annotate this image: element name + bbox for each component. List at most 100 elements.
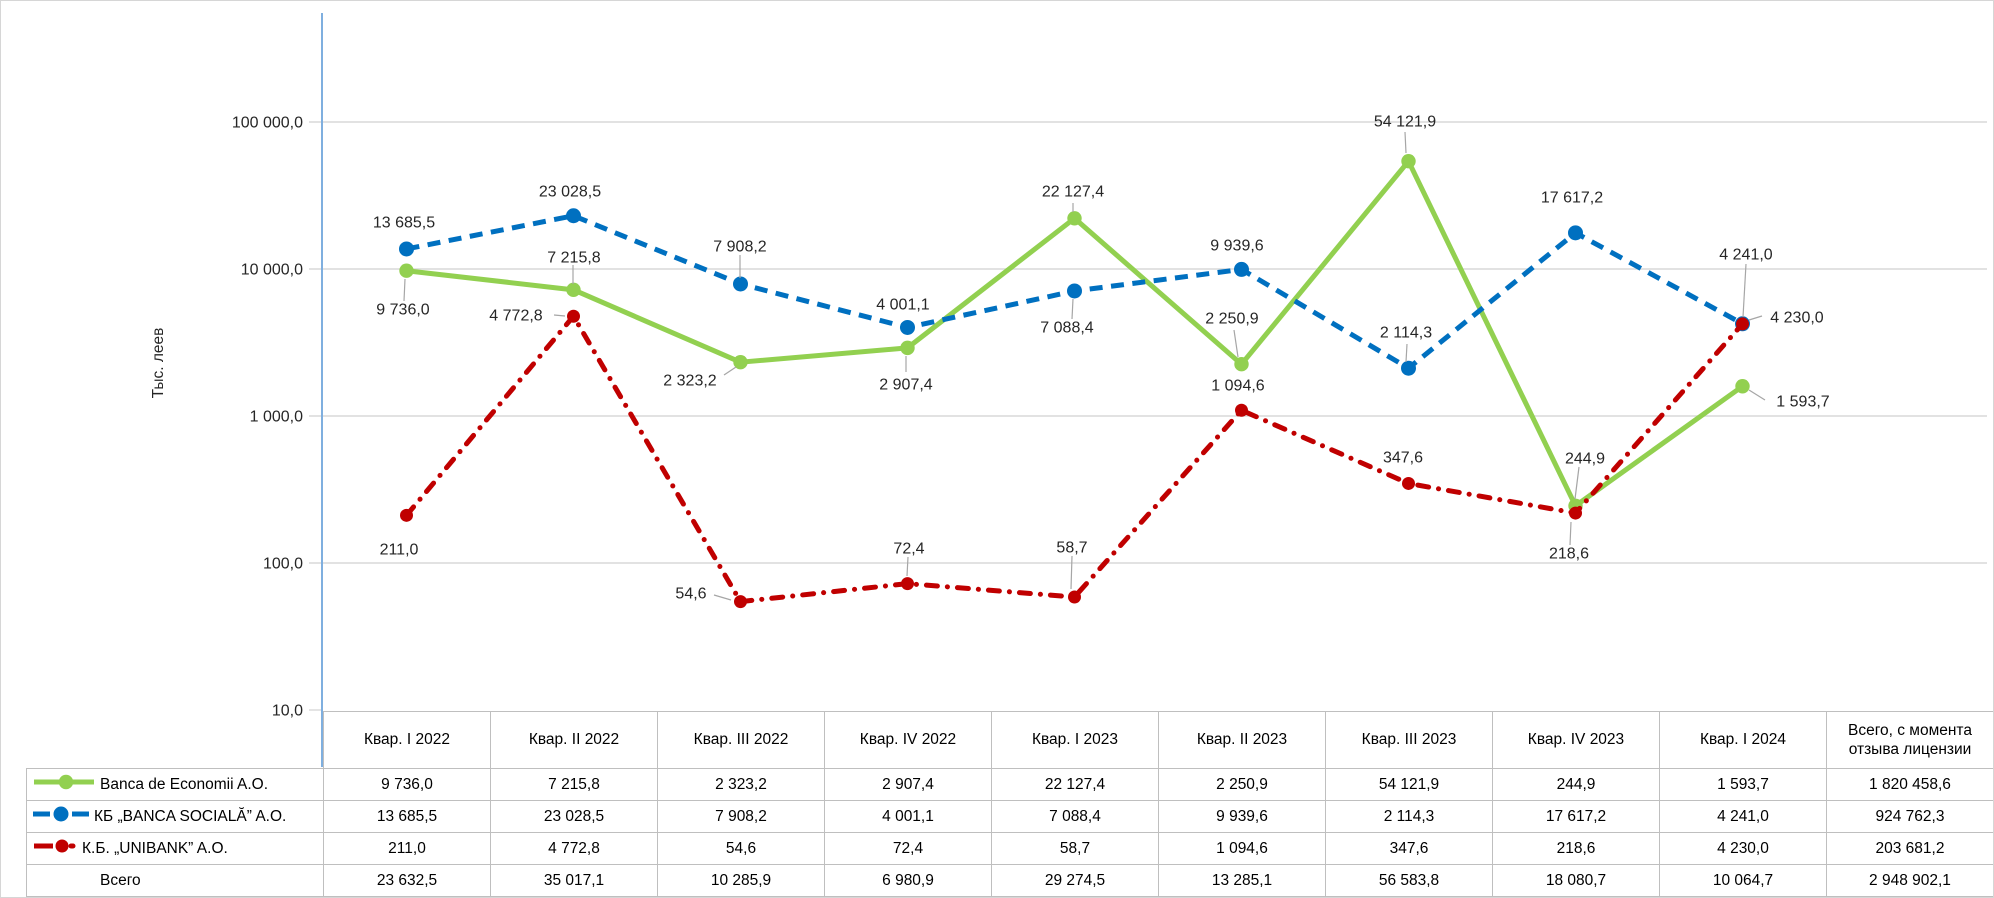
value-cell: 2 250,9: [1158, 768, 1326, 801]
series-marker-banca: [1735, 379, 1750, 394]
y-tick-label: 100 000,0: [232, 115, 303, 132]
value-cell: 1 593,7: [1659, 768, 1827, 801]
label-leader-line: [1071, 298, 1074, 320]
table-row: КБ „BANCA SOCIALĂ” A.O. 13 685,5 23 028,5 7…: [26, 800, 1993, 833]
data-label-unibank: 347,6: [1383, 450, 1423, 467]
data-label-sociala: 7 088,4: [1040, 320, 1093, 337]
legend-key-banca-icon: [34, 774, 94, 790]
series-marker-unibank: [1569, 506, 1582, 520]
label-leader-line: [1405, 343, 1408, 363]
value-cell: 244,9: [1492, 768, 1660, 801]
column-header: Квар. III 2022: [657, 711, 825, 769]
legend-cell: К.Б. „UNIBANK” A.O.: [26, 832, 324, 865]
table-body: Квар. I 2022 Квар. II 2022 Квар. III 2022 К…: [26, 711, 1993, 897]
series-line-unibank: [404, 313, 1745, 605]
data-label-unibank: 1 094,6: [1211, 378, 1264, 395]
series-marker-unibank: [1402, 476, 1415, 490]
column-header: Квар. II 2022: [490, 711, 658, 769]
table-row: Всего 23 632,5 35 017,1 10 285,9 6 980,9 29 2…: [26, 864, 1993, 897]
column-header: Квар. III 2023: [1325, 711, 1493, 769]
value-cell: 218,6: [1492, 832, 1660, 865]
value-cell: 4 241,0: [1659, 800, 1827, 833]
series-marker-banca: [399, 263, 414, 278]
data-label-banca: 1 593,7: [1776, 394, 1829, 411]
column-header: Квар. I 2022: [323, 711, 491, 769]
table-row: Banca de Economii A.O. 9 736,0 7 215,8 2 32…: [26, 768, 1993, 801]
value-cell: 58,7: [991, 832, 1159, 865]
value-cell: 1 094,6: [1158, 832, 1326, 865]
data-label-banca: 244,9: [1565, 451, 1605, 468]
series-name-label: К.Б. „UNIBANK” A.O.: [82, 839, 228, 857]
data-label-banca: 2 250,9: [1205, 311, 1258, 328]
legend-key-sociala-icon: [33, 806, 89, 822]
data-label-unibank: 211,0: [380, 542, 419, 559]
value-cell: 7 088,4: [991, 800, 1159, 833]
value-cell: 35 017,1: [490, 864, 658, 897]
value-cell: 203 681,2: [1826, 832, 1993, 865]
data-label-unibank: 4 230,0: [1770, 310, 1823, 327]
label-leader-line: [906, 556, 909, 577]
label-leader-line: [1748, 389, 1766, 401]
value-cell: 4 772,8: [490, 832, 658, 865]
label-leader-line: [1404, 131, 1407, 154]
label-leader-line: [1569, 521, 1572, 546]
data-label-banca: 2 907,4: [879, 377, 932, 394]
value-cell: 9 736,0: [323, 768, 491, 801]
series-marker-sociala: [1401, 360, 1416, 376]
value-cell: 54,6: [657, 832, 825, 865]
legend-cell: Всего: [26, 864, 324, 897]
value-cell: 1 820 458,6: [1826, 768, 1993, 801]
value-cell: 18 080,7: [1492, 864, 1660, 897]
value-cell: 6 980,9: [824, 864, 992, 897]
data-label-banca: 22 127,4: [1042, 184, 1104, 201]
value-cell: 9 939,6: [1158, 800, 1326, 833]
value-cell: 4 001,1: [824, 800, 992, 833]
table-corner-cell: [27, 712, 324, 769]
value-cell: 2 323,2: [657, 768, 825, 801]
value-cell: 13 685,5: [323, 800, 491, 833]
data-label-sociala: 4 001,1: [876, 297, 929, 314]
data-label-sociala: 2 114,3: [1380, 325, 1432, 342]
label-leader-line: [403, 278, 406, 302]
data-label-sociala: 9 939,6: [1210, 238, 1263, 255]
series-marker-banca: [900, 340, 915, 356]
series-marker-unibank: [400, 508, 413, 522]
column-header: Всего, с момента отзыва лицензии: [1826, 711, 1993, 769]
series-marker-unibank: [1068, 590, 1081, 604]
value-cell: 17 617,2: [1492, 800, 1660, 833]
series-marker-sociala: [399, 241, 414, 257]
series-marker-unibank: [901, 577, 914, 591]
value-cell: 54 121,9: [1325, 768, 1493, 801]
data-label-unibank: 54,6: [675, 586, 706, 603]
column-header: Квар. IV 2022: [824, 711, 992, 769]
series-marker-banca: [1401, 153, 1416, 169]
series-name-label: Всего: [100, 871, 141, 889]
table-row: К.Б. „UNIBANK” A.O. 211,0 4 772,8 54,6 72,4 5…: [26, 832, 1993, 865]
data-label-banca: 9 736,0: [376, 302, 429, 319]
label-leader-line: [1574, 466, 1580, 500]
label-leader-line: [713, 594, 732, 601]
value-cell: 7 908,2: [657, 800, 825, 833]
data-label-unibank: 4 772,8: [489, 308, 542, 325]
label-leader-line: [1070, 555, 1073, 590]
legend-spacer: [33, 872, 95, 890]
series-marker-sociala: [1067, 283, 1082, 299]
series-marker-sociala: [900, 319, 915, 335]
column-header: Квар. II 2023: [1158, 711, 1326, 769]
series-marker-banca: [733, 354, 748, 370]
value-cell: 10 285,9: [657, 864, 825, 897]
data-label-sociala: 13 685,5: [373, 215, 435, 232]
value-cell: 10 064,7: [1659, 864, 1827, 897]
y-tick-label: 10,0: [272, 703, 303, 720]
y-tick-label: 1 000,0: [250, 409, 303, 426]
label-leader-line: [1748, 315, 1763, 321]
legend-key-unibank-icon: [34, 839, 76, 853]
series-marker-sociala: [1234, 261, 1249, 277]
column-header: Квар. IV 2023: [1492, 711, 1660, 769]
value-cell: 22 127,4: [991, 768, 1159, 801]
value-cell: 13 285,1: [1158, 864, 1326, 897]
data-label-sociala: 7 908,2: [713, 239, 766, 256]
data-label-sociala: 4 241,0: [1719, 247, 1772, 264]
